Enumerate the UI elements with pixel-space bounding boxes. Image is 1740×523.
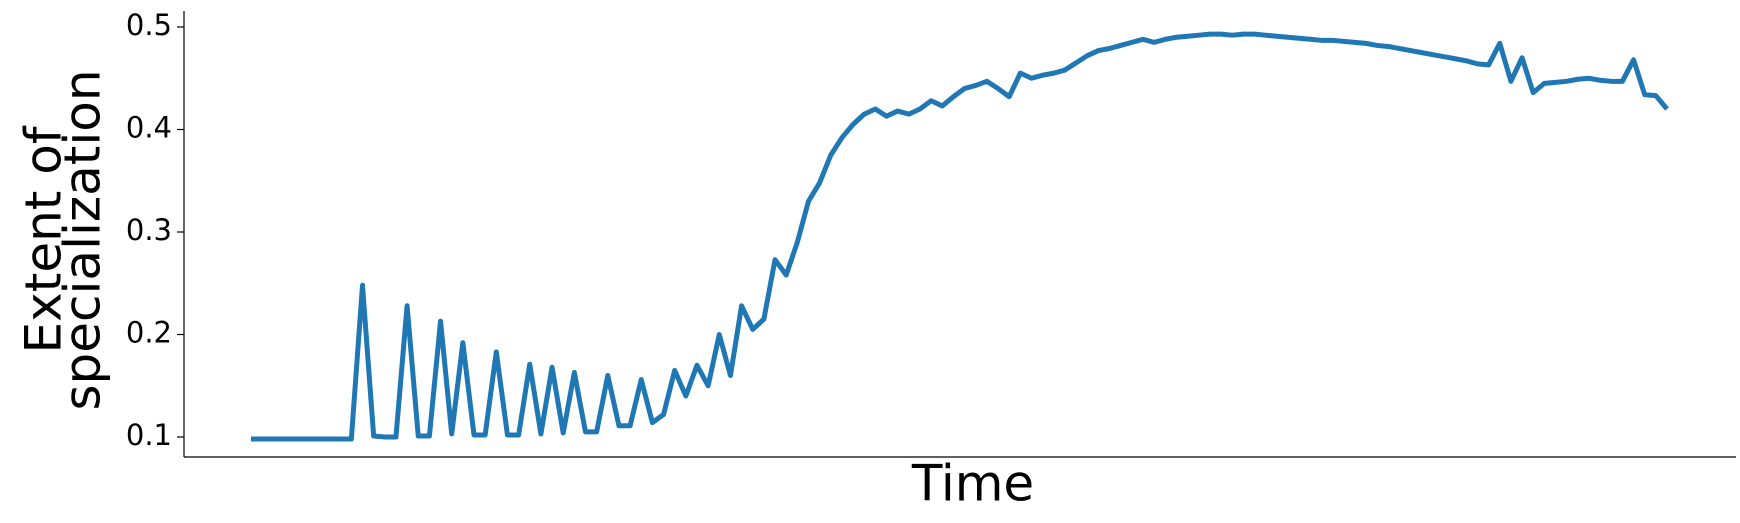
- y-tick-label: 0.5: [126, 8, 172, 42]
- y-tick-label: 0.3: [126, 213, 172, 247]
- y-tick-label: 0.2: [126, 316, 172, 350]
- y-axis-label: specialization: [54, 69, 112, 410]
- y-tick-label: 0.1: [126, 418, 172, 452]
- y-tick-label: 0.4: [126, 110, 172, 144]
- y-axis-label: Extent of: [15, 125, 73, 353]
- data-line: [251, 31, 1669, 442]
- x-axis-label: Time: [911, 455, 1034, 513]
